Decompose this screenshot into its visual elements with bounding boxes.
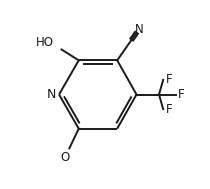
Text: F: F [166, 103, 172, 116]
Text: F: F [166, 73, 172, 86]
Text: HO: HO [36, 36, 54, 49]
Text: O: O [60, 151, 69, 164]
Text: N: N [47, 88, 56, 101]
Text: F: F [178, 88, 185, 101]
Text: N: N [135, 23, 143, 36]
